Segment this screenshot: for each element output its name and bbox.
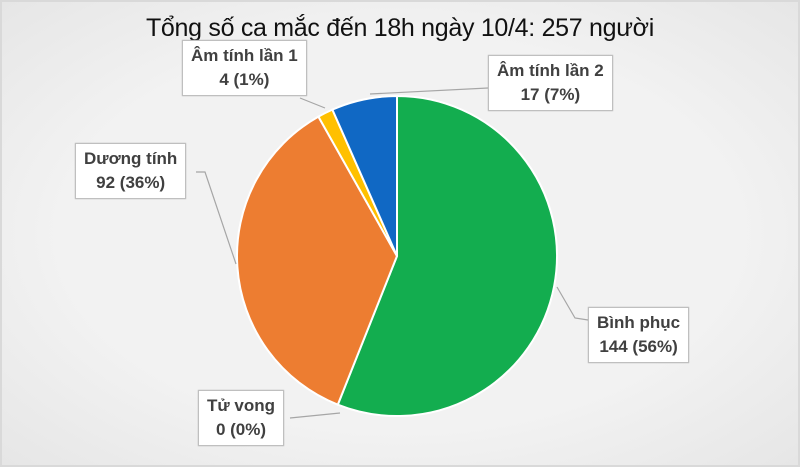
leader-line-tu-vong bbox=[289, 412, 341, 419]
slice-value: 0 (0%) bbox=[215, 420, 267, 439]
slice-name: Bình phục bbox=[597, 313, 681, 332]
data-label-binh-phuc: Bình phục 144 (56%) bbox=[588, 307, 690, 363]
slice-name: Âm tính lần 1 bbox=[191, 46, 298, 65]
pie-slice-0 bbox=[336, 94, 558, 417]
slice-name: Dương tính bbox=[84, 149, 178, 168]
slice-value: 144 (56%) bbox=[599, 337, 678, 356]
leader-line-am-tinh-2 bbox=[369, 87, 489, 95]
data-label-tu-vong: Tử vong 0 (0%) bbox=[198, 390, 285, 446]
data-label-am-tinh-2: Âm tính lần 2 17 (7%) bbox=[488, 55, 613, 111]
slice-name: Âm tính lần 2 bbox=[497, 61, 604, 80]
leader-line-binh-phuc bbox=[556, 286, 589, 321]
chart-title: Tổng số ca mắc đến 18h ngày 10/4: 257 ng… bbox=[145, 14, 655, 42]
slice-value: 4 (1%) bbox=[219, 70, 270, 89]
leader-line-am-tinh-1 bbox=[299, 97, 326, 109]
pie-slice-2 bbox=[236, 115, 399, 406]
leader-line-duong-tinh bbox=[196, 171, 237, 265]
pie-slice-4 bbox=[331, 94, 398, 257]
data-label-am-tinh-1: Âm tính lần 1 4 (1%) bbox=[182, 40, 307, 96]
slice-value: 92 (36%) bbox=[96, 173, 166, 192]
slice-value: 17 (7%) bbox=[520, 85, 581, 104]
slice-name: Tử vong bbox=[207, 396, 276, 415]
data-label-duong-tinh: Dương tính 92 (36%) bbox=[75, 143, 187, 199]
